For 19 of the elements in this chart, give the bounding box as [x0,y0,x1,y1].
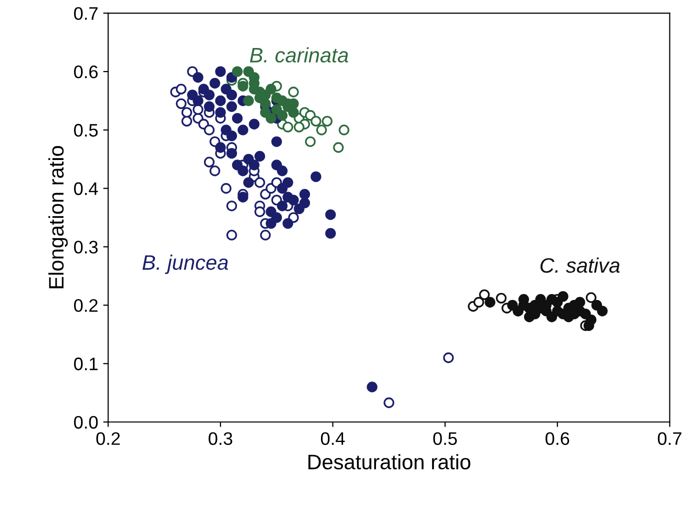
y-axis-title: Elongation ratio [48,146,68,288]
y-tick-label: 0.7 [74,7,98,20]
y-tick-label: 0.5 [74,124,98,137]
x-tick-label: 0.7 [658,432,682,445]
y-tick-label: 0.6 [74,65,98,78]
series-label: B. carinata [250,47,348,63]
x-tick-label: 0.4 [320,432,345,445]
x-tick-label: 0.5 [433,432,457,445]
x-tick-label: 0.2 [96,432,120,445]
y-tick-label: 0.3 [74,240,98,254]
x-axis-title: Desaturation ratio [308,454,470,470]
y-tick-label: 0.0 [74,416,98,429]
x-tick-label: 0.3 [208,432,232,445]
x-tick-label: 0.6 [546,432,570,445]
y-tick-label: 0.4 [74,182,98,196]
y-tick-label: 0.1 [74,358,98,370]
text: B. juncea [142,254,228,274]
series-label: C. sativa [540,258,620,273]
y-tick-label: 0.2 [74,299,98,312]
